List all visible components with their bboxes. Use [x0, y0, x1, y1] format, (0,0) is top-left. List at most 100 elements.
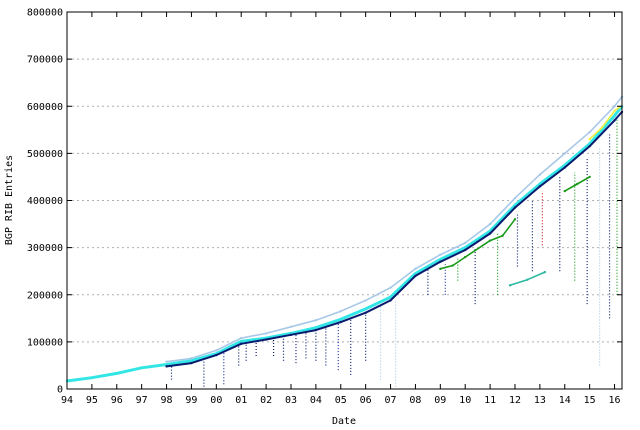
data-point [563, 166, 566, 169]
data-drop-marks [170, 118, 618, 387]
y-tick-label: 100000 [27, 337, 63, 348]
x-tick-label: 04 [310, 395, 322, 406]
data-point [240, 336, 243, 340]
data-point [613, 119, 616, 122]
x-tick-label: 16 [609, 395, 621, 406]
data-point [190, 361, 193, 365]
data-point [513, 196, 517, 200]
x-tick-label: 11 [484, 395, 496, 406]
x-tick-label: 03 [285, 395, 297, 406]
data-point [165, 360, 168, 363]
data-point [513, 218, 517, 221]
y-tick-label: 600000 [27, 102, 63, 113]
data-point [538, 182, 542, 186]
data-point [215, 349, 218, 352]
data-point [364, 307, 367, 311]
data-point [439, 267, 442, 271]
data-point [389, 295, 392, 299]
y-axis-title: BGP RIB Entries [4, 155, 15, 245]
x-tick-label: 10 [459, 395, 471, 406]
data-point [613, 105, 616, 108]
x-tick-label: 15 [584, 395, 596, 406]
data-point [538, 185, 542, 188]
x-axis-ticks: 94 95 96 97 98 99 00 01 02 03 04 05 06 07 08 09 10 11 12 13… [61, 12, 621, 406]
data-point [439, 253, 442, 256]
data-point [613, 114, 616, 117]
data-point [190, 357, 193, 360]
data-point [165, 363, 168, 366]
data-point [439, 258, 442, 261]
data-point [563, 189, 566, 193]
data-point [289, 333, 293, 337]
data-point [240, 342, 243, 345]
y-tick-label: 200000 [27, 290, 63, 301]
data-point [488, 239, 492, 242]
x-tick-label: 02 [260, 395, 272, 406]
data-point [190, 359, 193, 362]
y-axis-ticks: 0 100000 200000 300000 400000 500000 600000 700… [27, 8, 622, 396]
y-tick-label: 700000 [27, 55, 63, 66]
data-point [339, 310, 342, 313]
data-point [543, 270, 547, 274]
data-point [414, 274, 417, 278]
data-point [314, 326, 318, 329]
data-point [364, 299, 367, 302]
data-point [501, 234, 504, 238]
x-tick-label: 98 [161, 395, 173, 406]
data-point [464, 248, 467, 252]
data-point [140, 366, 143, 369]
data-point [488, 222, 492, 226]
data-point [464, 241, 467, 245]
data-point [364, 311, 367, 314]
data-point [264, 332, 268, 335]
data-point [339, 320, 342, 324]
x-tick-label: 06 [360, 395, 372, 406]
y-tick-label: 300000 [27, 243, 63, 254]
data-point [538, 173, 542, 176]
x-tick-label: 05 [335, 395, 347, 406]
x-tick-label: 97 [136, 395, 148, 406]
data-point [464, 246, 467, 249]
series-line-light_blue [166, 96, 623, 363]
data-point [414, 267, 417, 271]
data-point [488, 232, 492, 235]
y-tick-label: 500000 [27, 149, 63, 160]
x-tick-label: 01 [235, 395, 247, 406]
x-tick-label: 09 [434, 395, 446, 406]
x-tick-label: 08 [409, 395, 421, 406]
data-point [576, 182, 579, 186]
data-point [588, 145, 591, 148]
x-tick-label: 99 [185, 395, 197, 406]
x-tick-label: 13 [534, 395, 546, 406]
series-line-navy [166, 111, 623, 368]
x-tick-label: 07 [385, 395, 397, 406]
data-point [464, 255, 467, 259]
data-point [339, 318, 342, 321]
data-point [526, 278, 529, 281]
data-point [314, 318, 318, 322]
data-point [215, 353, 218, 357]
data-point [439, 260, 442, 263]
data-point [90, 376, 94, 379]
x-tick-label: 95 [86, 395, 98, 406]
data-point [508, 284, 512, 287]
data-point [451, 264, 454, 267]
data-point [563, 152, 566, 155]
data-point [289, 325, 293, 328]
data-point [414, 272, 417, 275]
series-line-yellow [589, 106, 620, 140]
data-point [240, 340, 243, 343]
data-point [588, 138, 591, 141]
data-point [600, 126, 604, 129]
x-tick-label: 12 [509, 395, 521, 406]
data-point [389, 299, 392, 302]
y-tick-label: 800000 [27, 8, 63, 19]
data-point [389, 286, 392, 289]
data-series [65, 95, 624, 383]
y-tick-label: 0 [57, 385, 63, 396]
data-point [115, 372, 118, 375]
data-point [314, 328, 318, 332]
x-tick-label: 94 [61, 395, 73, 406]
